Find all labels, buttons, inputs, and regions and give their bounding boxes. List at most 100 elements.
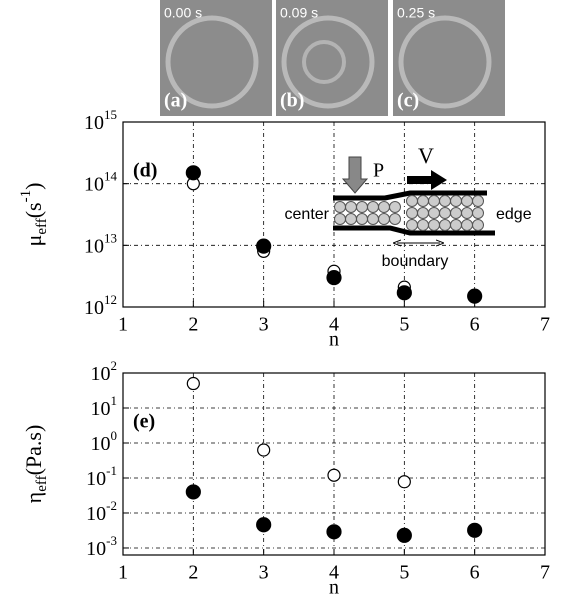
y-tick-label: 1012 bbox=[84, 292, 117, 319]
particle bbox=[461, 207, 473, 219]
y-tick-label: 10-1 bbox=[86, 463, 117, 490]
y-axis-label-part: (Pa.s) bbox=[21, 425, 46, 476]
data-point bbox=[397, 475, 411, 489]
micrograph-ring bbox=[165, 15, 259, 109]
particle bbox=[417, 195, 429, 207]
data-point bbox=[185, 165, 201, 181]
particle bbox=[367, 213, 379, 225]
micrograph-ring bbox=[281, 15, 375, 109]
y-tick-label: 101 bbox=[91, 393, 118, 420]
upper-plate bbox=[333, 190, 487, 201]
data-point bbox=[256, 517, 272, 533]
time-label: 0.25 s bbox=[397, 5, 435, 21]
panel-label: (a) bbox=[164, 90, 187, 112]
particle bbox=[472, 219, 484, 231]
panel-label: (e) bbox=[133, 411, 155, 433]
inset-label: V bbox=[418, 143, 434, 168]
particle bbox=[461, 195, 473, 207]
particle bbox=[378, 213, 390, 225]
y-axis-label-part: μ bbox=[21, 235, 46, 247]
lower-plate bbox=[333, 225, 495, 236]
particle bbox=[389, 201, 401, 213]
particle bbox=[406, 219, 418, 231]
particle bbox=[439, 207, 451, 219]
particle bbox=[461, 219, 473, 231]
inset-label: center bbox=[285, 206, 330, 223]
data-point bbox=[327, 468, 341, 482]
x-tick-label: 7 bbox=[540, 314, 550, 336]
y-tick-label: 1014 bbox=[84, 169, 118, 196]
x-tick-label: 3 bbox=[259, 314, 269, 336]
data-point bbox=[396, 527, 412, 543]
micrograph-ring bbox=[398, 15, 492, 109]
data-point bbox=[186, 376, 200, 391]
x-tick-label: 5 bbox=[399, 562, 409, 584]
particle bbox=[334, 201, 346, 213]
time-label: 0.00 s bbox=[164, 5, 202, 21]
y-axis-label-part: eff bbox=[34, 218, 50, 234]
panel-label: (d) bbox=[133, 160, 157, 182]
particle bbox=[472, 207, 484, 219]
x-axis-label: n bbox=[329, 329, 339, 351]
particle bbox=[356, 213, 368, 225]
particle bbox=[345, 213, 357, 225]
particle bbox=[450, 195, 462, 207]
particle bbox=[356, 201, 368, 213]
particle bbox=[472, 195, 484, 207]
particle bbox=[450, 219, 462, 231]
particle bbox=[428, 207, 440, 219]
data-point bbox=[257, 443, 271, 457]
particle bbox=[450, 207, 462, 219]
x-tick-label: 2 bbox=[188, 314, 198, 336]
plot-frame bbox=[122, 121, 546, 308]
particle bbox=[334, 213, 346, 225]
particle bbox=[439, 219, 451, 231]
x-tick-label: 4 bbox=[329, 314, 339, 336]
x-tick-label: 7 bbox=[540, 562, 550, 584]
panel-label: (c) bbox=[397, 90, 419, 112]
x-tick-label: 6 bbox=[470, 314, 480, 336]
particle bbox=[439, 195, 451, 207]
particle bbox=[406, 207, 418, 219]
x-tick-label: 5 bbox=[399, 314, 409, 336]
data-point bbox=[467, 288, 483, 304]
panel-label: (b) bbox=[280, 90, 304, 112]
x-tick-label: 4 bbox=[329, 562, 339, 584]
y-tick-label: 10-3 bbox=[86, 533, 117, 560]
x-axis-label: n bbox=[329, 577, 339, 596]
x-tick-label: 1 bbox=[118, 314, 128, 336]
particle bbox=[417, 207, 429, 219]
y-tick-label: 10-2 bbox=[86, 498, 117, 525]
x-tick-label: 1 bbox=[118, 562, 128, 584]
plot-frame bbox=[122, 372, 546, 556]
particle bbox=[345, 201, 357, 213]
velocity-arrow bbox=[407, 170, 447, 190]
y-axis-label-part: (s bbox=[21, 202, 46, 218]
particle bbox=[406, 195, 418, 207]
y-axis-label-part: ) bbox=[21, 183, 46, 190]
data-point bbox=[396, 285, 412, 301]
y-tick-label: 102 bbox=[91, 358, 118, 385]
micrograph-ring bbox=[302, 40, 346, 84]
inset-label: P bbox=[373, 160, 384, 182]
x-tick-label: 6 bbox=[470, 562, 480, 584]
y-axis-label: μeff(s-1) bbox=[18, 183, 50, 247]
y-tick-label: 100 bbox=[91, 428, 118, 455]
particle bbox=[428, 195, 440, 207]
y-axis-label: ηeff(Pa.s) bbox=[21, 425, 50, 504]
data-point bbox=[256, 238, 272, 254]
y-tick-label: 1015 bbox=[84, 107, 117, 134]
y-axis-label-part: η bbox=[21, 492, 46, 504]
inset-label: edge bbox=[496, 206, 532, 223]
y-axis-label-part: -1 bbox=[18, 190, 34, 203]
particle bbox=[428, 219, 440, 231]
data-point bbox=[185, 484, 201, 500]
y-axis-label-part: eff bbox=[34, 475, 50, 491]
pressure-arrow bbox=[341, 156, 369, 194]
particle bbox=[367, 201, 379, 213]
particle bbox=[389, 213, 401, 225]
particle bbox=[378, 201, 390, 213]
y-tick-label: 1013 bbox=[84, 230, 117, 257]
data-point bbox=[326, 269, 342, 286]
